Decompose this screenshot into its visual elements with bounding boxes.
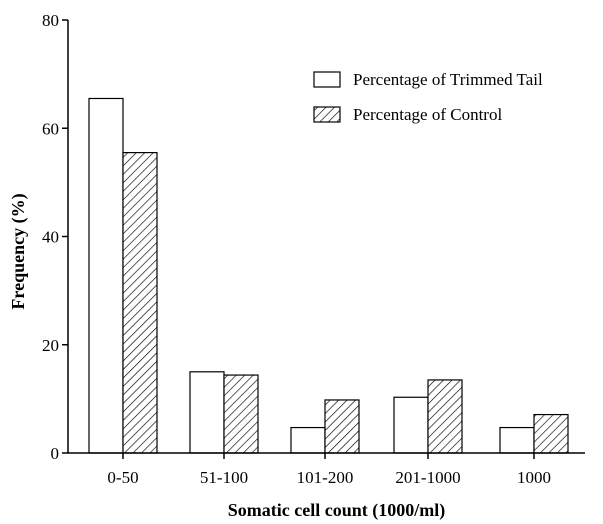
- bar-control: [427, 379, 463, 454]
- y-tick-label: 40: [42, 228, 59, 247]
- y-tick-label: 0: [51, 444, 60, 463]
- x-tick-label: 201-1000: [395, 468, 460, 487]
- bars-layer: [88, 97, 569, 454]
- bar-trimmed-tail: [393, 396, 429, 454]
- y-axis-title: Frequency (%): [8, 193, 29, 309]
- y-ticks: 0 20 40 60 80: [42, 11, 68, 463]
- y-tick-label: 20: [42, 336, 59, 355]
- bar-control: [122, 152, 158, 454]
- bar-control: [533, 413, 569, 454]
- x-tick-label: 51-100: [200, 468, 248, 487]
- x-axis-title: Somatic cell count (1000/ml): [228, 500, 445, 521]
- bar-control: [223, 374, 259, 454]
- legend-swatch-trimmed-tail: [313, 71, 341, 88]
- x-tick-label: 101-200: [297, 468, 354, 487]
- x-tick-label: 0-50: [107, 468, 138, 487]
- bar-trimmed-tail: [88, 97, 124, 454]
- y-tick-label: 60: [42, 119, 59, 138]
- bar-trimmed-tail: [189, 371, 225, 454]
- legend: Percentage of Trimmed Tail Percentage of…: [313, 70, 543, 124]
- bar-trimmed-tail: [499, 426, 535, 454]
- legend-label-trimmed-tail: Percentage of Trimmed Tail: [353, 70, 543, 89]
- y-tick-label: 80: [42, 11, 59, 30]
- legend-label-control: Percentage of Control: [353, 105, 502, 124]
- x-ticks: 0-50 51-100 101-200 201-1000 1000: [107, 453, 551, 487]
- x-tick-label: 1000: [517, 468, 551, 487]
- legend-swatch-control: [313, 106, 341, 123]
- bar-trimmed-tail: [290, 426, 326, 454]
- bar-control: [324, 399, 360, 454]
